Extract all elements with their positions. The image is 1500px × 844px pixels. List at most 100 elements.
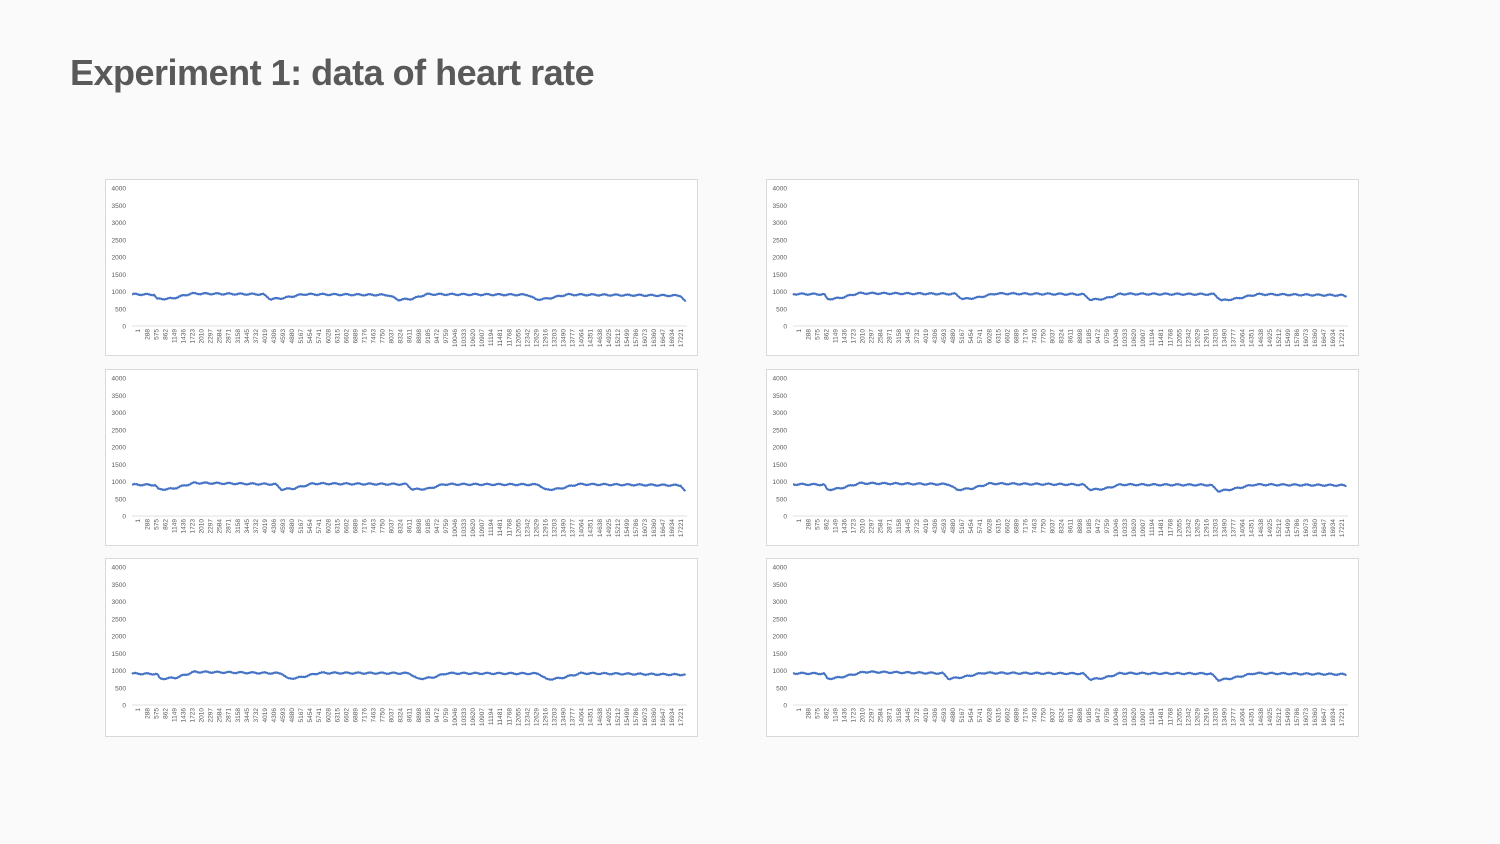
x-tick-label: 8611 <box>1068 519 1075 533</box>
y-tick-label: 3000 <box>112 410 127 417</box>
heart-rate-chart-4: 0 500 1000 1500 2000 2500 3000 3500 4000 1 288 575 8… <box>766 369 1359 546</box>
x-tick-label: 14925 <box>606 708 613 726</box>
x-tick-label: 8324 <box>398 708 405 723</box>
x-tick-label: 14064 <box>1240 329 1247 347</box>
y-tick-label: 0 <box>122 324 126 331</box>
x-tick-label: 4593 <box>280 519 287 534</box>
x-tick-label: 8898 <box>1077 708 1084 723</box>
x-tick-label: 8611 <box>407 708 414 722</box>
x-tick-label: 11194 <box>488 519 495 536</box>
x-tick-label: 7463 <box>1032 329 1039 344</box>
heart-rate-chart-5: 0 500 1000 1500 2000 2500 3000 3500 4000 1 288 575 8… <box>105 558 698 737</box>
x-tick-label: 6315 <box>995 329 1002 344</box>
x-tick-label: 10620 <box>470 329 477 347</box>
x-tick-label: 7750 <box>380 519 387 534</box>
x-tick-label: 12055 <box>515 519 522 537</box>
x-tick-label: 1149 <box>832 708 839 722</box>
y-tick-label: 1500 <box>773 462 788 469</box>
y-tick-label: 3000 <box>112 220 127 227</box>
x-tick-label: 3158 <box>896 708 903 723</box>
y-tick-label: 2000 <box>112 255 127 262</box>
x-tick-label: 12629 <box>1194 329 1201 347</box>
x-tick-label: 16073 <box>642 329 649 347</box>
x-tick-label: 8324 <box>1059 329 1066 344</box>
x-tick-label: 15212 <box>615 519 622 537</box>
x-tick-label: 8324 <box>398 519 405 534</box>
x-tick-label: 9759 <box>1104 708 1111 723</box>
x-tick-label: 288 <box>805 519 812 530</box>
x-tick-label: 16073 <box>1303 329 1310 347</box>
y-tick-label: 1000 <box>112 479 127 486</box>
x-tick-label: 10333 <box>1122 519 1129 537</box>
x-tick-label: 2584 <box>878 329 885 344</box>
x-tick-label: 288 <box>805 329 812 340</box>
x-tick-label: 9759 <box>1104 519 1111 534</box>
x-tick-label: 5741 <box>316 519 323 534</box>
x-tick-label: 2297 <box>869 708 876 723</box>
x-tick-label: 16360 <box>1312 708 1319 726</box>
x-tick-label: 6315 <box>334 519 341 534</box>
x-tick-label: 9185 <box>425 519 432 534</box>
x-tick-label: 11768 <box>506 519 513 537</box>
x-tick-label: 16647 <box>660 329 667 347</box>
x-tick-label: 13777 <box>570 329 577 347</box>
x-tick-label: 2010 <box>199 329 206 344</box>
x-tick-label: 1149 <box>832 519 839 533</box>
x-tick-label: 3732 <box>253 329 260 344</box>
x-tick-label: 10907 <box>479 329 486 347</box>
x-tick-label: 4593 <box>280 708 287 723</box>
heart-rate-series-line <box>131 291 687 303</box>
x-tick-label: 1 <box>796 329 803 333</box>
x-tick-label: 8037 <box>389 519 396 534</box>
x-tick-label: 2584 <box>217 329 224 344</box>
x-tick-label: 10620 <box>470 708 477 726</box>
y-tick-label: 0 <box>783 324 787 331</box>
y-tick-label: 3500 <box>112 393 127 400</box>
x-tick-label: 10046 <box>1113 519 1120 537</box>
x-tick-label: 15499 <box>624 329 631 347</box>
y-tick-label: 2000 <box>773 255 788 262</box>
heart-rate-series-line <box>792 670 1347 682</box>
x-tick-label: 1723 <box>190 708 197 723</box>
x-tick-label: 13490 <box>561 519 568 537</box>
x-tick-label: 9472 <box>434 329 441 344</box>
x-tick-label: 16073 <box>1303 519 1310 537</box>
x-tick-label: 16073 <box>642 708 649 726</box>
x-tick-label: 16073 <box>1303 708 1310 726</box>
y-tick-label: 3500 <box>112 203 127 210</box>
x-tick-label: 16647 <box>1321 519 1328 537</box>
x-tick-label: 12342 <box>1185 329 1192 347</box>
x-tick-label: 5454 <box>307 708 314 723</box>
x-tick-label: 9185 <box>425 708 432 723</box>
x-tick-label: 15499 <box>1285 519 1292 537</box>
x-tick-label: 288 <box>144 519 151 530</box>
x-tick-label: 6315 <box>334 329 341 344</box>
x-tick-label: 1436 <box>180 708 187 723</box>
x-tick-label: 7176 <box>1022 708 1029 723</box>
x-tick-label: 12629 <box>533 708 540 726</box>
x-tick-label: 15212 <box>1276 329 1283 347</box>
y-tick-label: 2500 <box>112 237 127 244</box>
x-tick-label: 11481 <box>1158 329 1165 347</box>
x-tick-label: 8324 <box>1059 519 1066 534</box>
x-tick-label: 7176 <box>1022 519 1029 534</box>
x-tick-label: 12629 <box>1194 708 1201 726</box>
y-tick-label: 2500 <box>112 427 127 434</box>
x-tick-label: 862 <box>823 708 830 719</box>
x-tick-label: 8611 <box>407 519 414 533</box>
x-tick-label: 11768 <box>506 708 513 726</box>
y-tick-label: 2000 <box>773 634 788 641</box>
x-tick-label: 5454 <box>307 519 314 534</box>
x-tick-label: 15212 <box>1276 708 1283 726</box>
x-tick-label: 6602 <box>1004 708 1011 723</box>
x-tick-label: 15212 <box>615 329 622 347</box>
x-tick-label: 1149 <box>171 519 178 533</box>
heart-rate-chart-3: 0 500 1000 1500 2000 2500 3000 3500 4000 1 288 575 8… <box>105 369 698 546</box>
x-tick-label: 5454 <box>968 519 975 534</box>
x-tick-label: 5454 <box>968 329 975 344</box>
x-tick-label: 3158 <box>235 329 242 344</box>
x-tick-label: 9185 <box>1086 519 1093 534</box>
x-tick-label: 17221 <box>678 329 685 347</box>
x-tick-label: 13203 <box>552 708 559 726</box>
x-tick-label: 7463 <box>371 329 378 344</box>
